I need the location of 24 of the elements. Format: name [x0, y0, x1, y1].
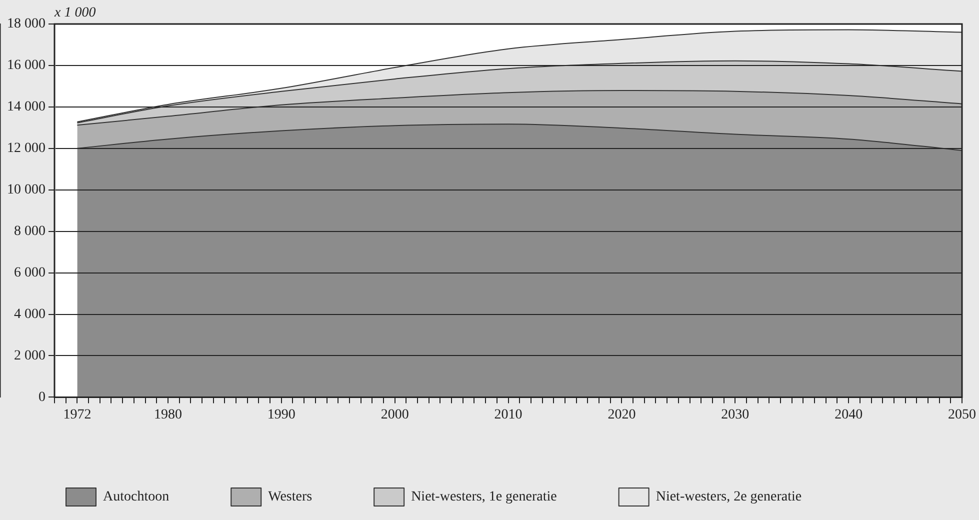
y-tick-label: 0	[38, 390, 46, 405]
legend-label: Niet-westers, 1e generatie	[411, 490, 557, 505]
x-tick-label: 1990	[267, 407, 296, 422]
legend-label: Autochtoon	[103, 490, 170, 505]
y-tick-label: 4 000	[14, 306, 46, 322]
y-tick-label: 16 000	[7, 58, 46, 74]
x-tick-label: 2040	[834, 407, 863, 422]
y-tick-label: 8 000	[14, 224, 46, 240]
y-tick-label: 10 000	[7, 182, 46, 198]
y-tick-label: 2 000	[14, 348, 46, 364]
x-tick-label: 2000	[380, 407, 409, 422]
y-tick-label: 6 000	[14, 265, 46, 280]
x-tick-label: 2050	[948, 407, 976, 422]
y-tick-label: 14 000	[7, 100, 46, 115]
x-tick-label: 2020	[608, 407, 636, 422]
legend-label: Westers	[268, 490, 312, 505]
x-tick-label: 2030	[721, 407, 750, 422]
legend-label: Niet-westers, 2e generatie	[656, 490, 802, 505]
y-tick-label: 12 000	[7, 141, 46, 156]
y-axis-title: x 1 000	[54, 6, 96, 21]
y-tick-label: 18 000	[7, 16, 46, 32]
x-tick-label: 2010	[494, 407, 522, 422]
x-tick-label: 1980	[154, 407, 182, 422]
x-tick-label: 1972	[63, 407, 92, 422]
